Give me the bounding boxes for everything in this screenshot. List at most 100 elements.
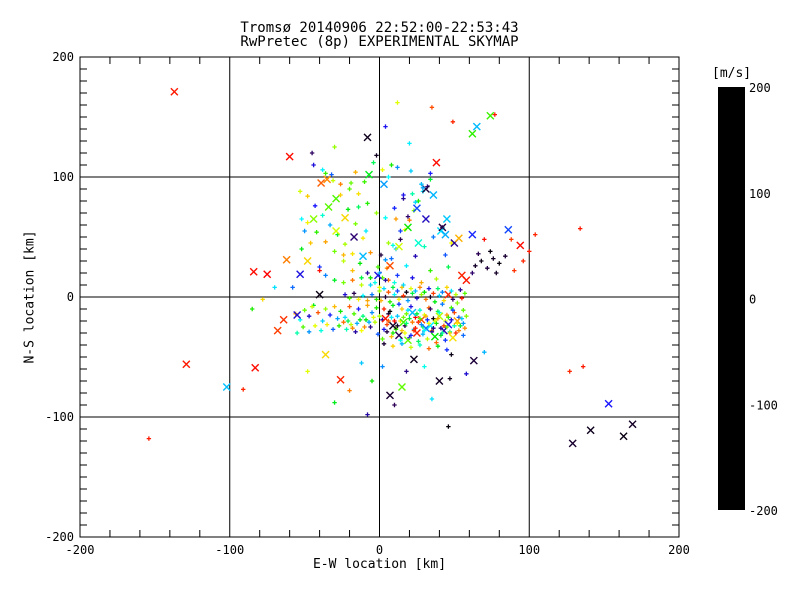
data-point-x-cross	[568, 439, 577, 448]
data-point-small-plus	[426, 321, 432, 326]
data-point-small-plus	[383, 215, 388, 220]
data-point-small-plus	[396, 302, 402, 307]
data-point-small-plus	[374, 210, 379, 216]
data-point-small-plus	[347, 186, 352, 192]
data-point-small-plus	[272, 285, 277, 290]
data-point-x-cross	[397, 383, 406, 391]
data-point-small-plus	[521, 258, 526, 264]
data-point-small-plus	[440, 330, 445, 336]
data-point-small-plus	[297, 189, 303, 194]
data-point-small-plus	[360, 236, 366, 241]
data-point-x-cross	[516, 241, 525, 250]
data-point-small-plus	[387, 299, 393, 304]
data-point-small-plus	[437, 293, 442, 298]
data-point-small-plus	[383, 294, 388, 300]
plot-border	[79, 56, 680, 538]
data-point-small-plus	[381, 286, 387, 291]
data-point-small-plus	[381, 341, 387, 346]
data-point-small-plus	[335, 316, 340, 321]
data-point-small-plus	[290, 285, 295, 290]
data-point-small-plus	[374, 297, 379, 302]
data-point-x-cross	[251, 363, 260, 372]
colorbar-tick-label: 0	[749, 293, 756, 307]
data-point-small-plus	[317, 268, 322, 273]
data-point-small-plus	[408, 304, 414, 309]
data-point-small-plus	[392, 402, 397, 408]
data-point-small-plus	[350, 278, 355, 283]
data-point-small-plus	[374, 153, 379, 158]
data-point-small-plus	[413, 288, 418, 294]
data-point-small-plus	[422, 364, 427, 369]
colorbar-tick-labels: 200 100 0 -100 -200	[749, 81, 778, 518]
data-point-small-plus	[437, 310, 442, 315]
data-point-small-plus	[431, 234, 436, 240]
data-point-small-plus	[299, 216, 304, 222]
data-point-x-cross	[285, 152, 294, 161]
data-point-small-plus	[399, 341, 405, 346]
data-point-small-plus	[398, 237, 403, 242]
data-point-small-plus	[461, 321, 466, 326]
data-point-small-plus	[567, 369, 572, 374]
data-point-x-cross	[409, 355, 418, 364]
data-point-small-plus	[450, 308, 456, 313]
data-point-small-plus	[416, 198, 421, 204]
data-point-small-plus	[371, 160, 376, 165]
data-point-small-plus	[305, 220, 310, 225]
data-point-small-plus	[443, 252, 448, 258]
data-point-small-plus	[429, 105, 435, 110]
data-point-small-plus	[302, 308, 307, 313]
data-point-small-plus	[369, 292, 375, 297]
data-point-small-plus	[414, 311, 420, 316]
data-point-small-plus	[482, 350, 487, 355]
data-point-small-plus	[580, 364, 586, 369]
data-point-x-cross	[435, 377, 444, 385]
data-point-x-cross	[462, 276, 471, 285]
data-point-x-cross	[469, 356, 478, 365]
data-point-small-plus	[417, 316, 423, 321]
data-point-small-plus	[392, 206, 397, 211]
data-point-small-plus	[444, 312, 450, 318]
data-point-small-plus	[494, 270, 499, 276]
data-point-x-cross	[315, 290, 324, 299]
data-point-small-plus	[368, 282, 373, 288]
data-point-small-plus	[260, 297, 265, 302]
data-point-small-plus	[420, 332, 426, 337]
data-point-small-plus	[407, 218, 412, 223]
data-point-x-cross	[444, 290, 453, 299]
data-point-x-cross	[321, 350, 330, 359]
data-point-small-plus	[356, 297, 361, 302]
data-point-small-plus	[294, 330, 300, 336]
data-point-small-plus	[381, 327, 387, 332]
data-point-x-cross	[365, 170, 374, 179]
data-point-small-plus	[392, 280, 397, 285]
data-point-small-plus	[375, 332, 381, 337]
data-point-small-plus	[435, 316, 441, 321]
data-point-small-plus	[323, 239, 328, 244]
data-point-small-plus	[444, 285, 450, 290]
data-point-small-plus	[417, 342, 423, 348]
data-point-small-plus	[323, 306, 328, 312]
data-point-small-plus	[428, 268, 433, 273]
data-point-small-plus	[408, 333, 414, 338]
data-point-small-plus	[413, 200, 418, 205]
data-point-small-plus	[341, 320, 346, 325]
data-point-small-plus	[389, 162, 394, 168]
data-point-small-plus	[327, 312, 333, 318]
data-point-small-plus	[392, 292, 397, 297]
data-point-small-plus	[447, 376, 453, 381]
data-point-small-plus	[359, 328, 364, 333]
data-point-small-plus	[363, 317, 369, 322]
data-point-small-plus	[408, 345, 414, 350]
data-point-small-plus	[377, 285, 382, 290]
data-point-small-plus	[404, 263, 409, 268]
data-point-small-plus	[404, 290, 409, 295]
data-point-small-plus	[395, 165, 400, 170]
data-point-small-plus	[395, 100, 400, 105]
data-point-small-plus	[315, 310, 321, 315]
data-point-small-plus	[408, 286, 414, 291]
data-point-x-cross	[403, 336, 412, 345]
data-point-small-plus	[470, 270, 475, 276]
data-point-small-plus	[431, 291, 436, 296]
data-point-small-plus	[401, 315, 406, 320]
data-point-x-cross	[442, 215, 451, 223]
